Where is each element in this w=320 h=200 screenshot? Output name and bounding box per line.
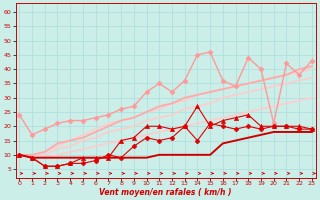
X-axis label: Vent moyen/en rafales ( km/h ): Vent moyen/en rafales ( km/h ) [99, 188, 232, 197]
